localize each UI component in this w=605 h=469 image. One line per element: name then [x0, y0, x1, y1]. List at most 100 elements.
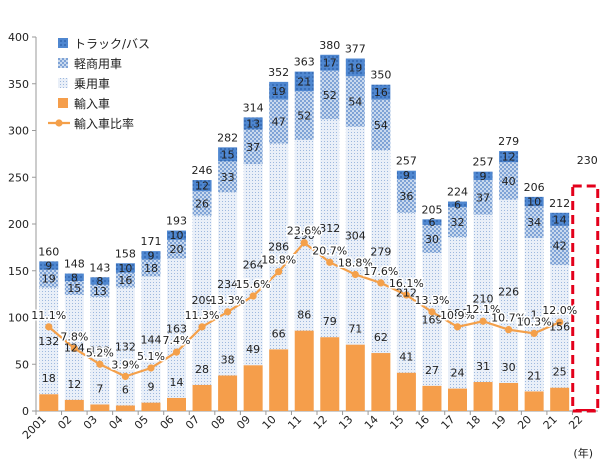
- ratio-label: 13.3%: [414, 294, 449, 307]
- total-label: 257: [473, 156, 494, 169]
- bar-segment: [422, 252, 442, 386]
- ratio-point: [300, 239, 308, 247]
- bar-segment: [294, 330, 314, 411]
- bar-segment: [192, 180, 212, 192]
- bar-segment: [550, 387, 570, 411]
- segment-label: 290: [294, 229, 315, 242]
- y-tick-label: 150: [8, 265, 29, 278]
- y-tick-label: 100: [8, 312, 29, 325]
- ratio-point: [198, 323, 206, 331]
- bar-segment: [64, 273, 84, 282]
- x-tick-label: 06: [158, 413, 177, 432]
- bar-segment: [422, 224, 442, 253]
- label-layer: 1813219916012124158148712213814361321610…: [30, 39, 598, 397]
- ratio-point: [453, 323, 462, 331]
- segment-label: 10: [527, 196, 541, 209]
- ratio-point: [479, 317, 487, 325]
- y-tick-label: 400: [8, 31, 29, 44]
- ratio-point: [504, 326, 513, 334]
- segment-label: 9: [147, 381, 154, 394]
- segment-label: 144: [140, 333, 161, 346]
- segment-label: 7: [96, 382, 103, 395]
- segment-label: 38: [221, 353, 235, 366]
- bar-segment: [90, 277, 110, 285]
- ratio-label: 11.1%: [31, 309, 66, 322]
- x-tick-label: 17: [439, 413, 458, 432]
- bar-segment: [192, 384, 212, 411]
- line-layer: [45, 239, 564, 381]
- bar-segment: [396, 170, 416, 180]
- bar-segment: [269, 99, 289, 144]
- bar-segment: [269, 81, 289, 100]
- segment-label: 264: [243, 259, 264, 272]
- total-label: 160: [38, 245, 59, 258]
- ratio-label: 7.8%: [60, 330, 88, 343]
- bar-segment: [141, 259, 161, 277]
- legend-label: 乗用車: [74, 77, 110, 91]
- segment-label: 52: [323, 89, 337, 102]
- segment-label: 40: [502, 175, 516, 188]
- total-label: 377: [345, 43, 366, 56]
- bar-segment: [243, 129, 263, 165]
- segment-label: 12: [502, 151, 516, 164]
- segment-label: 132: [115, 340, 136, 353]
- segment-label: 30: [502, 361, 516, 374]
- ratio-point: [556, 318, 564, 326]
- segment-label: 26: [195, 197, 209, 210]
- x-tick-label: 15: [387, 413, 406, 432]
- bar-segment: [90, 284, 110, 297]
- total-label: 380: [319, 39, 340, 52]
- total-label: 212: [549, 197, 570, 210]
- segment-label: 47: [272, 116, 286, 129]
- total-label: 279: [498, 135, 519, 148]
- bar-segment: [473, 171, 493, 181]
- segment-label: 21: [527, 369, 541, 382]
- segment-label: 9: [45, 260, 52, 273]
- y-tick-label: 300: [8, 125, 29, 138]
- legend-label: トラック/バス: [74, 37, 150, 51]
- x-tick-label: 14: [362, 413, 381, 432]
- segment-label: 34: [527, 216, 541, 229]
- forecast-layer: [571, 184, 600, 413]
- total-label: 171: [140, 235, 161, 248]
- total-label: 206: [524, 181, 545, 194]
- ratio-point: [377, 279, 385, 287]
- ratio-point: [223, 308, 232, 316]
- total-label: 148: [64, 258, 85, 271]
- segment-label: 6: [428, 216, 435, 229]
- segment-label: 19: [272, 85, 286, 98]
- bar-segment: [269, 349, 289, 411]
- segment-label: 9: [403, 169, 410, 182]
- bar-segment: [524, 196, 544, 207]
- bar-segment: [345, 126, 365, 345]
- segment-label: 212: [396, 287, 417, 300]
- total-label: 224: [447, 186, 468, 199]
- total-label: 230: [577, 154, 598, 167]
- total-label: 205: [421, 203, 442, 216]
- segment-label: 31: [476, 360, 490, 373]
- segment-label: 14: [170, 376, 184, 389]
- legend-marker: [55, 119, 63, 127]
- legend-swatch: [58, 98, 68, 108]
- total-label: 314: [243, 101, 264, 114]
- bar-segment: [396, 179, 416, 213]
- x-tick-label: 08: [209, 413, 228, 432]
- ratio-label: 5.1%: [137, 350, 165, 363]
- segment-label: 163: [166, 322, 187, 335]
- bar-segment: [218, 375, 238, 411]
- x-unit-label: (年): [573, 446, 593, 460]
- bar-segment: [499, 151, 519, 163]
- total-label: 158: [115, 247, 136, 260]
- ratio-label: 17.6%: [363, 265, 398, 278]
- ratio-label: 7.4%: [163, 334, 191, 347]
- segment-label: 6: [454, 198, 461, 211]
- bar-segment: [243, 164, 263, 366]
- bar-segment: [243, 365, 263, 411]
- bar-segment: [422, 385, 442, 411]
- bar-segment: [167, 230, 186, 240]
- total-label: 143: [89, 261, 110, 274]
- segment-label: 33: [221, 171, 235, 184]
- y-tick-label: 200: [8, 218, 29, 231]
